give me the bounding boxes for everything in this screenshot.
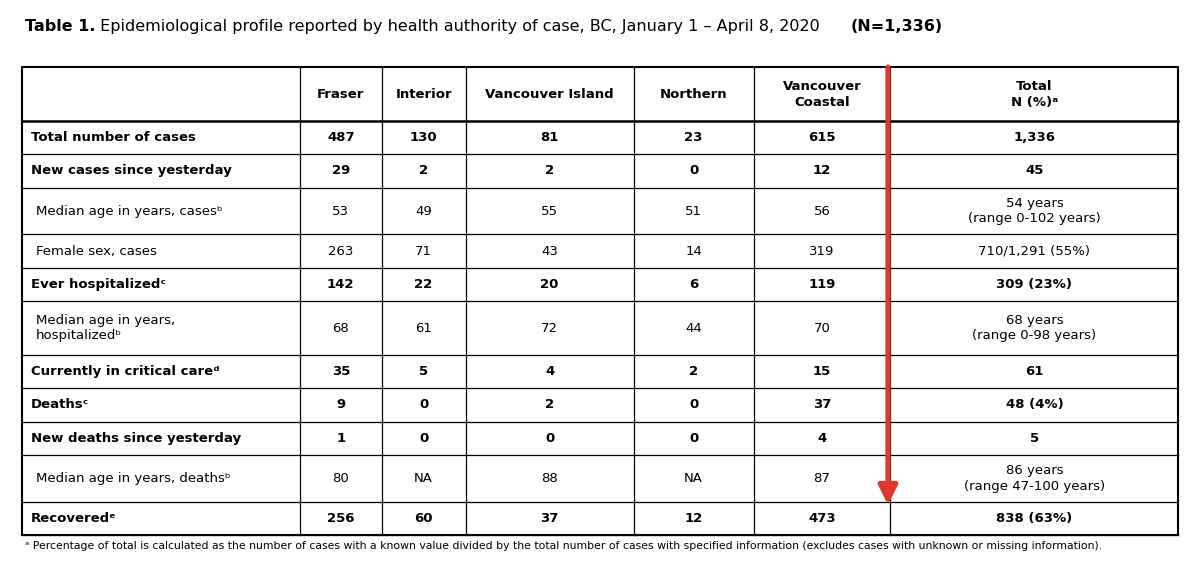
Text: 70: 70: [814, 322, 830, 335]
Text: 130: 130: [409, 131, 438, 144]
Text: 80: 80: [332, 472, 349, 485]
Text: NA: NA: [414, 472, 433, 485]
Text: 9: 9: [336, 398, 346, 411]
Text: 48 (4%): 48 (4%): [1006, 398, 1063, 411]
Text: 2: 2: [419, 164, 428, 177]
Text: 0: 0: [419, 432, 428, 445]
Text: 256: 256: [328, 512, 354, 525]
Text: 72: 72: [541, 322, 558, 335]
Text: 51: 51: [685, 205, 702, 218]
Text: 12: 12: [684, 512, 703, 525]
Text: New cases since yesterday: New cases since yesterday: [31, 164, 232, 177]
Text: 263: 263: [328, 245, 354, 257]
Text: 45: 45: [1025, 164, 1044, 177]
Text: 309 (23%): 309 (23%): [996, 278, 1073, 291]
Text: 88: 88: [541, 472, 558, 485]
Text: 5: 5: [1030, 432, 1039, 445]
Text: 142: 142: [328, 278, 354, 291]
Text: Currently in critical careᵈ: Currently in critical careᵈ: [31, 365, 220, 378]
Text: ᵃ Percentage of total is calculated as the number of cases with a known value di: ᵃ Percentage of total is calculated as t…: [25, 541, 1103, 551]
Text: Deathsᶜ: Deathsᶜ: [31, 398, 89, 411]
Text: 61: 61: [415, 322, 432, 335]
Text: 29: 29: [331, 164, 350, 177]
Text: Vancouver
Coastal: Vancouver Coastal: [782, 80, 862, 109]
Text: 44: 44: [685, 322, 702, 335]
Text: Ever hospitalizedᶜ: Ever hospitalizedᶜ: [31, 278, 166, 291]
Text: 1,336: 1,336: [1014, 131, 1056, 144]
Text: 0: 0: [545, 432, 554, 445]
Text: 55: 55: [541, 205, 558, 218]
Text: 43: 43: [541, 245, 558, 257]
Text: 56: 56: [814, 205, 830, 218]
Text: 35: 35: [331, 365, 350, 378]
Text: 37: 37: [540, 512, 559, 525]
Text: NA: NA: [684, 472, 703, 485]
Text: 5: 5: [419, 365, 428, 378]
Text: 87: 87: [814, 472, 830, 485]
Text: 2: 2: [545, 398, 554, 411]
Text: Recoveredᵉ: Recoveredᵉ: [31, 512, 116, 525]
Bar: [22, 67, 1178, 535]
Text: 86 years
(range 47-100 years): 86 years (range 47-100 years): [964, 464, 1105, 493]
Text: Table 1.: Table 1.: [25, 19, 96, 34]
Text: 61: 61: [1025, 365, 1044, 378]
Text: 68: 68: [332, 322, 349, 335]
Text: Female sex, cases: Female sex, cases: [36, 245, 157, 257]
Text: Interior: Interior: [395, 88, 452, 101]
Text: 838 (63%): 838 (63%): [996, 512, 1073, 525]
Text: 81: 81: [540, 131, 559, 144]
Text: 37: 37: [812, 398, 832, 411]
Text: Median age in years, deathsᵇ: Median age in years, deathsᵇ: [36, 472, 230, 485]
Text: 2: 2: [689, 365, 698, 378]
Text: 4: 4: [545, 365, 554, 378]
Text: 4: 4: [817, 432, 827, 445]
Text: 2: 2: [545, 164, 554, 177]
Text: Northern: Northern: [660, 88, 727, 101]
Text: 22: 22: [414, 278, 433, 291]
Text: 23: 23: [684, 131, 703, 144]
Text: 60: 60: [414, 512, 433, 525]
Text: Fraser: Fraser: [317, 88, 365, 101]
Text: 473: 473: [808, 512, 836, 525]
Text: New deaths since yesterday: New deaths since yesterday: [31, 432, 241, 445]
Text: 20: 20: [540, 278, 559, 291]
Text: Vancouver Island: Vancouver Island: [485, 88, 614, 101]
Text: 53: 53: [332, 205, 349, 218]
Text: 68 years
(range 0-98 years): 68 years (range 0-98 years): [972, 314, 1097, 342]
Text: Total number of cases: Total number of cases: [31, 131, 196, 144]
Text: 6: 6: [689, 278, 698, 291]
Text: Epidemiological profile reported by health authority of case, BC, January 1 – Ap: Epidemiological profile reported by heal…: [95, 19, 824, 34]
Text: 319: 319: [809, 245, 835, 257]
Text: 0: 0: [419, 398, 428, 411]
Text: Total
N (%)ᵃ: Total N (%)ᵃ: [1010, 80, 1058, 109]
Text: 14: 14: [685, 245, 702, 257]
Text: 71: 71: [415, 245, 432, 257]
Text: 12: 12: [812, 164, 832, 177]
Text: 487: 487: [326, 131, 355, 144]
Text: 615: 615: [809, 131, 835, 144]
Text: 0: 0: [689, 432, 698, 445]
Text: (N=1,336): (N=1,336): [851, 19, 943, 34]
Text: Median age in years,
hospitalizedᵇ: Median age in years, hospitalizedᵇ: [36, 314, 175, 342]
Text: 119: 119: [809, 278, 835, 291]
Text: 0: 0: [689, 398, 698, 411]
Text: 0: 0: [689, 164, 698, 177]
Text: 15: 15: [812, 365, 832, 378]
Text: 49: 49: [415, 205, 432, 218]
Text: 1: 1: [336, 432, 346, 445]
Text: Median age in years, casesᵇ: Median age in years, casesᵇ: [36, 205, 223, 218]
Text: 54 years
(range 0-102 years): 54 years (range 0-102 years): [968, 197, 1100, 225]
Text: 710/1,291 (55%): 710/1,291 (55%): [978, 245, 1091, 257]
